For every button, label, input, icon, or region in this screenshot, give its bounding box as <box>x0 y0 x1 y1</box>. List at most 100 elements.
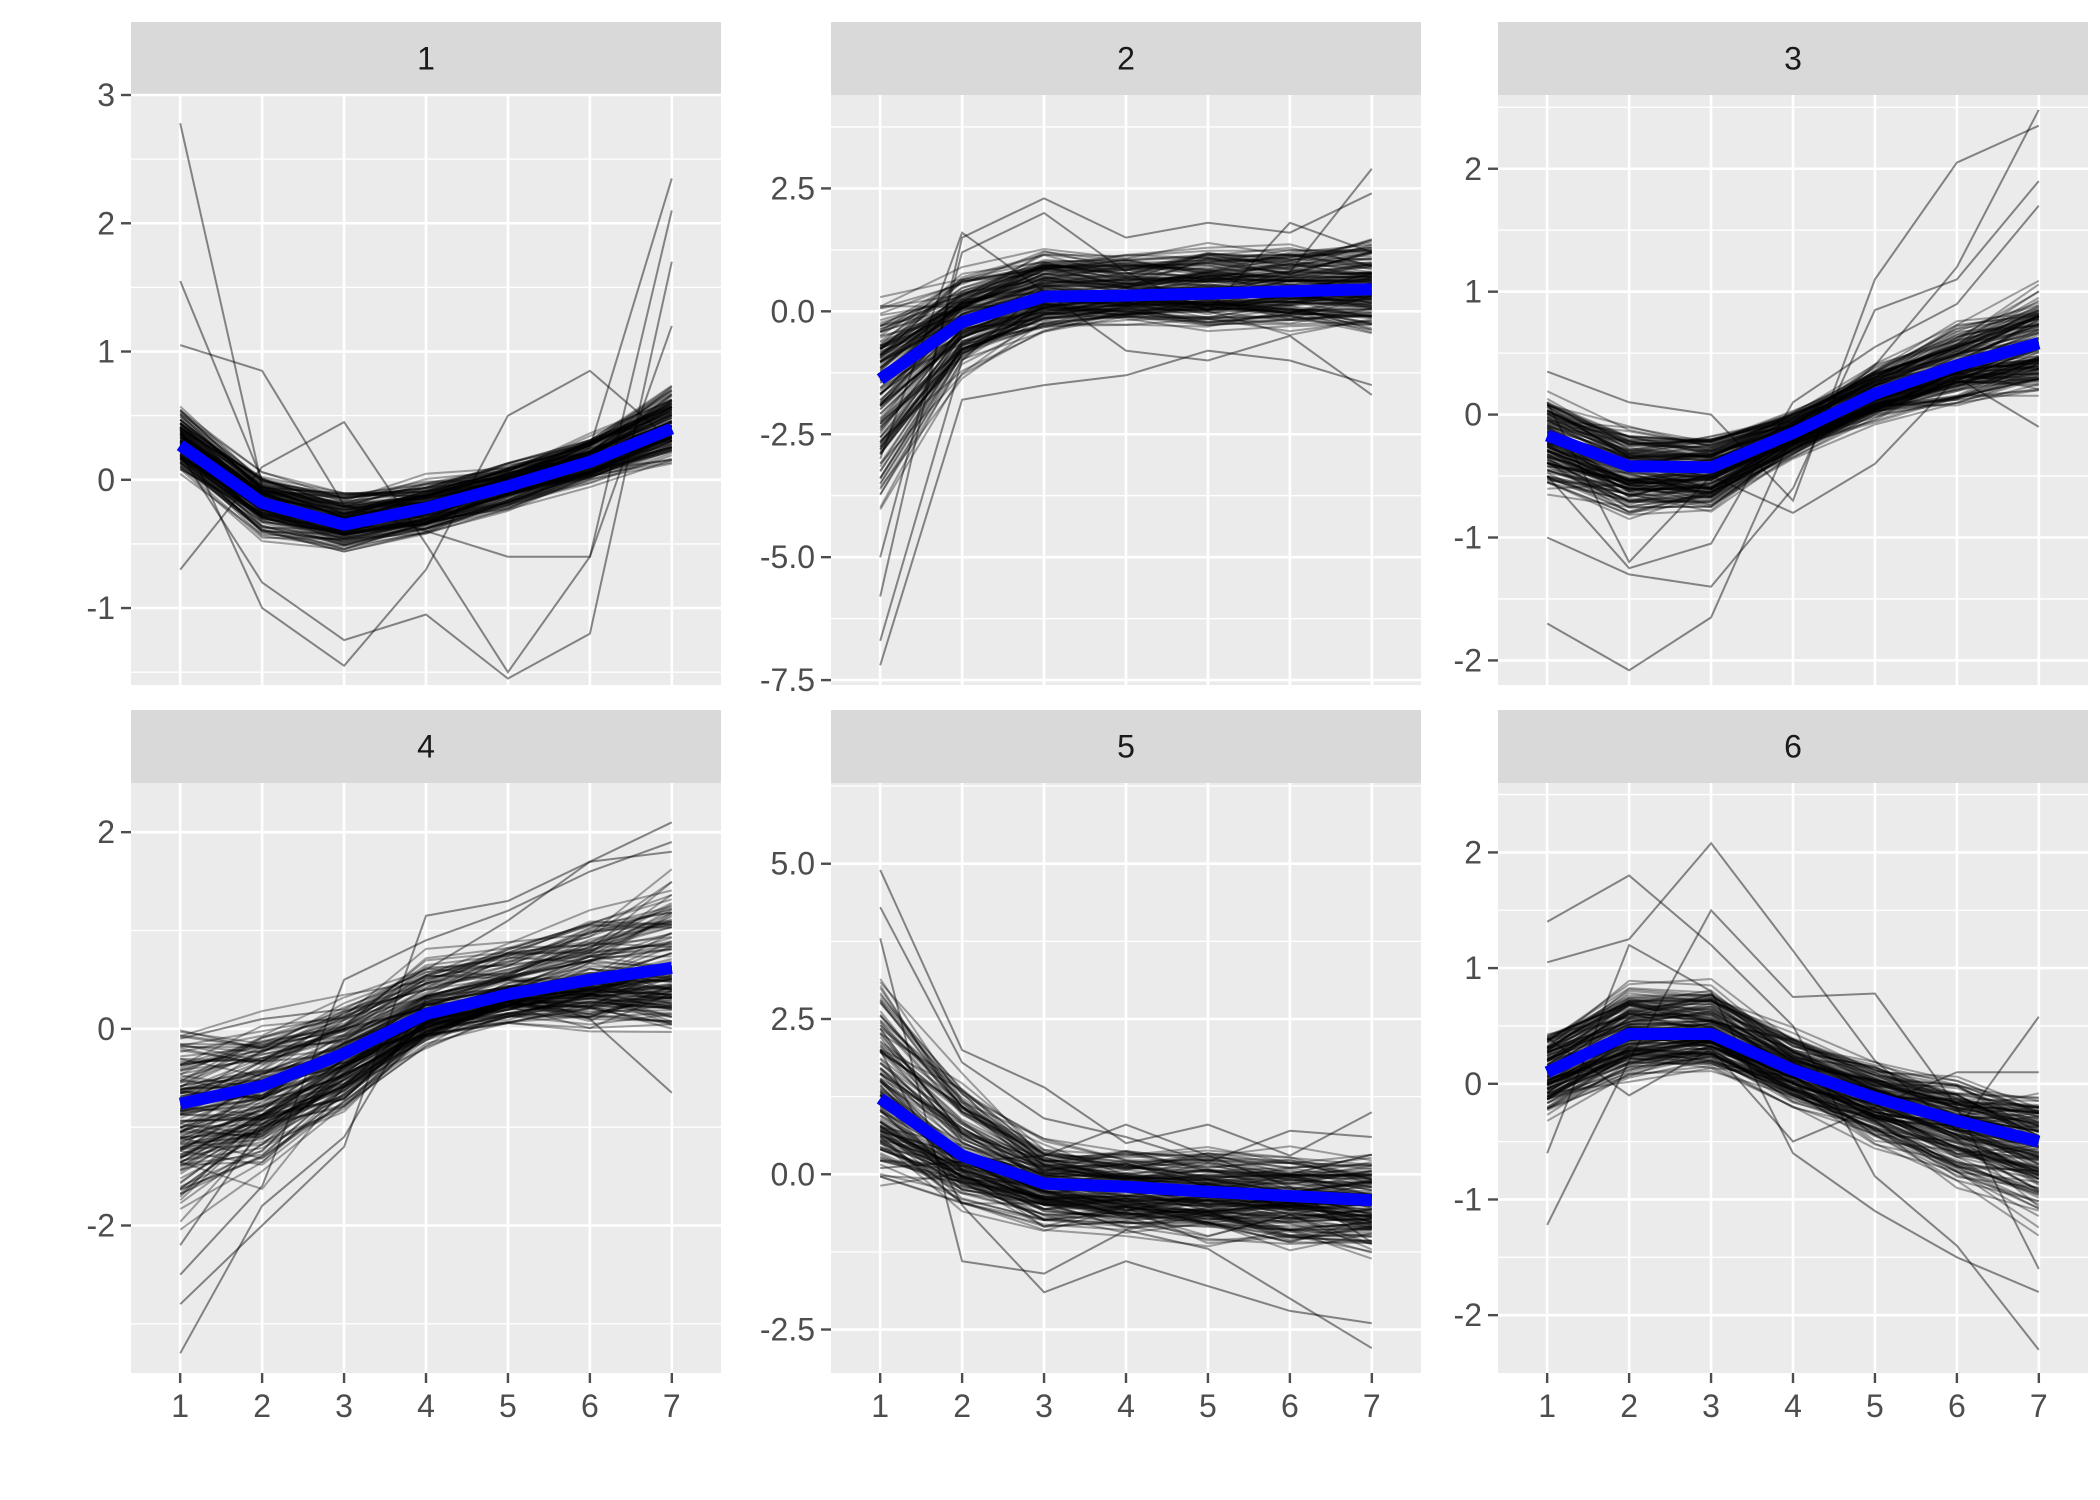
individual-line <box>1546 380 2039 496</box>
individual-line <box>1546 367 2040 513</box>
individual-line <box>879 1128 1372 1230</box>
individual-line <box>879 252 1372 333</box>
individual-line <box>180 983 672 1145</box>
y-tick-label: 0 <box>1464 1066 1482 1102</box>
individual-line <box>1546 1039 2039 1161</box>
individual-line <box>180 961 672 1112</box>
x-tick-label: 6 <box>1281 1388 1299 1424</box>
individual-line <box>879 309 1372 442</box>
individual-line <box>1546 367 2040 494</box>
individual-line <box>1546 1053 2040 1212</box>
individual-line <box>879 1021 1373 1189</box>
individual-line <box>1546 124 2040 503</box>
individual-line <box>1546 993 2039 1109</box>
individual-line <box>1546 1059 2040 1210</box>
individual-line <box>180 933 672 1067</box>
individual-line <box>179 985 673 1210</box>
individual-line <box>879 1163 1372 1232</box>
individual-line <box>179 446 673 547</box>
individual-line <box>179 990 672 1149</box>
individual-line <box>879 1098 1372 1208</box>
individual-line <box>1547 377 2040 506</box>
individual-line <box>1546 1049 2039 1172</box>
individual-line <box>879 1048 1373 1175</box>
individual-line <box>1546 1053 2040 1196</box>
individual-line <box>179 911 672 1066</box>
individual-line <box>879 994 1372 1181</box>
individual-line <box>179 402 673 509</box>
individual-line <box>879 268 1372 339</box>
individual-line <box>179 443 673 534</box>
individual-line <box>179 992 673 1150</box>
individual-line <box>179 435 673 538</box>
y-tick-label: 5.0 <box>771 846 815 882</box>
individual-line <box>879 305 1372 495</box>
individual-line <box>180 990 673 1138</box>
individual-line <box>879 1124 1372 1230</box>
individual-line <box>879 272 1372 382</box>
individual-line <box>879 1133 1372 1234</box>
individual-line <box>180 975 672 1117</box>
individual-line <box>879 1147 1373 1254</box>
individual-line <box>179 850 672 1040</box>
individual-line <box>879 997 1373 1181</box>
individual-line <box>1546 330 2040 459</box>
individual-line <box>1546 908 2040 1270</box>
individual-line <box>879 312 1372 472</box>
individual-line <box>1546 369 2040 502</box>
individual-line <box>879 254 1372 346</box>
individual-line <box>1546 1060 2039 1183</box>
individual-line <box>179 978 672 1164</box>
individual-line <box>179 985 672 1169</box>
individual-line <box>179 388 673 499</box>
individual-line <box>879 274 1372 371</box>
individual-line <box>879 277 1372 369</box>
individual-line <box>879 1159 1373 1244</box>
individual-line <box>879 250 1373 328</box>
facet-panel-5: 5 -2.5 0.0 2.5 5.0 1 2 3 4 5 6 7 <box>760 710 1421 1424</box>
individual-line <box>879 243 1373 351</box>
individual-line <box>879 992 1372 1177</box>
individual-line <box>1546 999 2040 1118</box>
individual-line <box>179 389 673 505</box>
individual-line <box>879 301 1372 448</box>
individual-line <box>1546 324 2039 441</box>
individual-line <box>879 1079 1372 1214</box>
facet-strip-label: 3 <box>1784 41 1802 77</box>
individual-line <box>180 918 673 1071</box>
individual-line <box>879 1140 1373 1252</box>
individual-line <box>1546 1033 2040 1166</box>
individual-line <box>879 301 1372 406</box>
individual-line <box>1546 361 2040 493</box>
individual-line <box>1546 1035 2040 1158</box>
individual-line <box>879 1141 1372 1239</box>
individual-line <box>1546 987 2039 1102</box>
individual-line <box>1546 1054 2040 1203</box>
individual-line <box>879 1015 1372 1192</box>
individual-line <box>1546 1046 2040 1175</box>
individual-line <box>879 295 1372 446</box>
individual-line <box>879 1046 1372 1192</box>
individual-line <box>1546 315 2040 459</box>
individual-line <box>879 1087 1372 1181</box>
individual-line <box>179 402 673 504</box>
facet-strip-label: 1 <box>417 41 435 77</box>
individual-line <box>879 314 1373 451</box>
individual-line <box>1546 375 2039 496</box>
individual-line <box>879 265 1372 350</box>
y-tick-label: 0.0 <box>771 1156 815 1192</box>
facet-strip <box>831 710 1421 783</box>
individual-line <box>180 1011 672 1166</box>
individual-line <box>179 446 673 538</box>
individual-line <box>1546 1026 2040 1154</box>
individual-line <box>879 306 1372 456</box>
individual-line <box>1546 359 2040 491</box>
individual-line <box>879 1141 1372 1244</box>
individual-line <box>1546 316 2040 453</box>
mean-line <box>178 961 673 1110</box>
individual-line <box>179 1000 672 1184</box>
individual-line <box>1546 332 2040 460</box>
individual-line <box>179 940 672 1107</box>
individual-line <box>1546 389 2039 506</box>
individual-line <box>879 278 1372 401</box>
